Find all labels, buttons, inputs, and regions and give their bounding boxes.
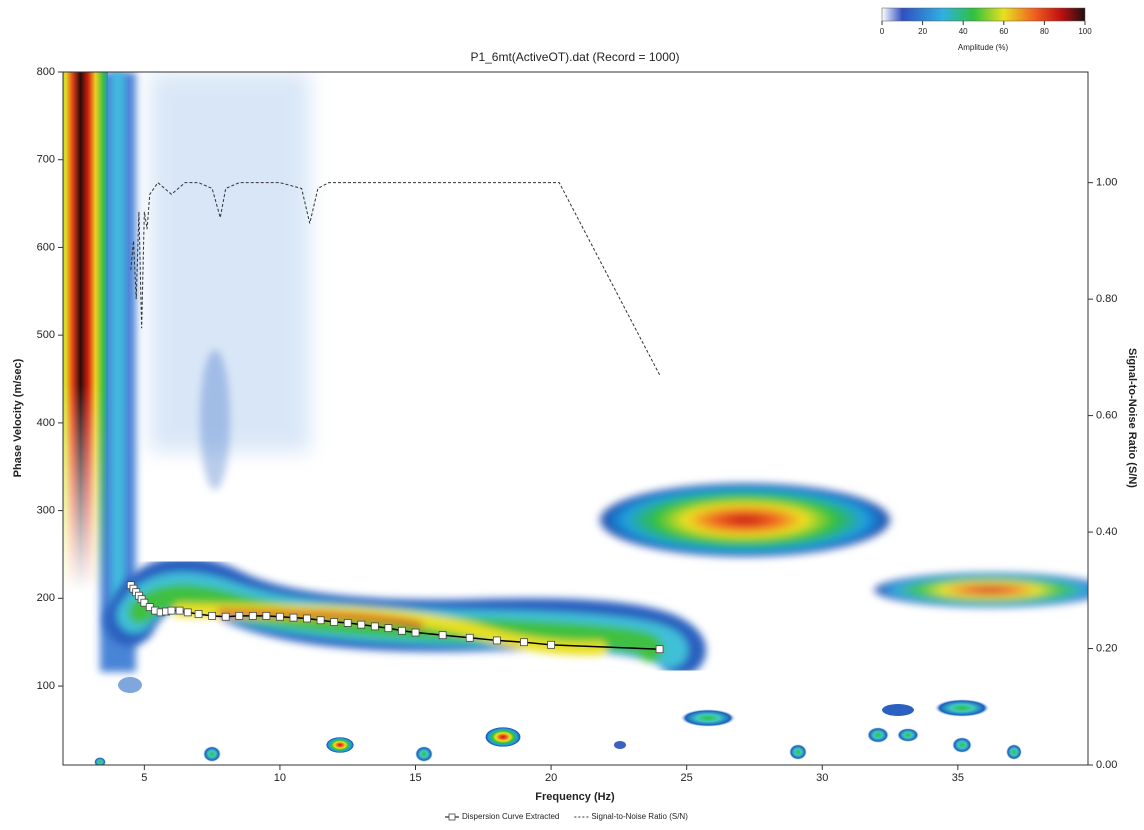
colorbar-tick-label: 40 xyxy=(959,27,968,36)
energy-spot xyxy=(1006,744,1022,760)
curve-point xyxy=(249,612,256,619)
y2-tick-label: 0.60 xyxy=(1096,409,1117,421)
legend-marker xyxy=(449,814,455,820)
y-tick-label: 500 xyxy=(37,329,55,341)
curve-point xyxy=(358,621,365,628)
y2-tick-label: 0.40 xyxy=(1096,526,1117,538)
curve-point xyxy=(439,632,446,639)
page: {"chart_data": { "type": "dispersion", "… xyxy=(0,0,1144,830)
energy-streak xyxy=(200,350,230,490)
y2-tick-label: 0.80 xyxy=(1096,293,1117,305)
curve-point xyxy=(168,607,175,614)
energy-spot xyxy=(326,737,354,753)
y2-axis-label: Signal-to-Noise Ratio (S/N) xyxy=(1126,348,1138,488)
curve-point xyxy=(331,619,338,626)
y2-tick-label: 0.20 xyxy=(1096,642,1117,654)
y-tick-label: 700 xyxy=(37,154,55,166)
y-tick-label: 800 xyxy=(37,66,55,78)
curve-point xyxy=(317,617,324,624)
curve-point xyxy=(236,612,243,619)
x-axis-label: Frequency (Hz) xyxy=(535,791,615,803)
colorbar xyxy=(882,8,1085,21)
energy-band xyxy=(58,72,108,592)
curve-point xyxy=(344,619,351,626)
curve-point xyxy=(195,611,202,618)
curve-point xyxy=(466,634,473,641)
energy-spot xyxy=(934,699,990,717)
energy-spot xyxy=(680,709,736,727)
x-tick-label: 30 xyxy=(816,772,828,784)
y-tick-label: 600 xyxy=(37,241,55,253)
curve-point xyxy=(222,613,229,620)
curve-point xyxy=(520,639,527,646)
energy-spot xyxy=(882,704,914,716)
energy-spot xyxy=(485,727,521,747)
chart-title: P1_6mt(ActiveOT).dat (Record = 1000) xyxy=(470,50,679,64)
y-tick-label: 200 xyxy=(37,592,55,604)
curve-point xyxy=(276,613,283,620)
energy-streak xyxy=(150,72,310,452)
x-tick-label: 25 xyxy=(681,772,693,784)
curve-point xyxy=(184,609,191,616)
x-tick-label: 5 xyxy=(141,772,147,784)
energy-spot xyxy=(952,737,972,753)
curve-point xyxy=(304,615,311,622)
energy-spot xyxy=(118,677,142,693)
energy-spot xyxy=(897,728,919,742)
y2-tick-label: 1.00 xyxy=(1096,177,1117,189)
x-tick-label: 35 xyxy=(952,772,964,784)
x-tick-label: 20 xyxy=(545,772,557,784)
curve-point xyxy=(656,646,663,653)
legend-label: Signal-to-Noise Ratio (S/N) xyxy=(591,812,688,821)
curve-point xyxy=(548,641,555,648)
dispersion-image xyxy=(58,72,1110,767)
colorbar-tick-label: 20 xyxy=(918,27,927,36)
y-axis-label: Phase Velocity (m/sec) xyxy=(12,358,24,477)
y-tick-label: 100 xyxy=(37,680,55,692)
energy-spot xyxy=(867,727,889,743)
colorbar-tick-label: 100 xyxy=(1078,27,1092,36)
energy-spot xyxy=(614,741,626,749)
y-tick-label: 300 xyxy=(37,505,55,517)
colorbar-tick-label: 0 xyxy=(880,27,885,36)
curve-point xyxy=(263,612,270,619)
y-tick-label: 400 xyxy=(37,417,55,429)
curve-point xyxy=(385,625,392,632)
energy-spot xyxy=(789,744,807,760)
legend-label: Dispersion Curve Extracted xyxy=(462,812,559,821)
curve-point xyxy=(371,623,378,630)
curve-point xyxy=(493,637,500,644)
energy-band xyxy=(112,72,124,632)
curve-point xyxy=(176,607,183,614)
energy-spot xyxy=(203,746,221,762)
curve-point xyxy=(412,629,419,636)
chart: P1_6mt(ActiveOT).dat (Record = 1000) Fre… xyxy=(0,0,1144,830)
colorbar-tick-label: 80 xyxy=(1040,27,1049,36)
x-tick-label: 15 xyxy=(409,772,421,784)
x-tick-label: 10 xyxy=(274,772,286,784)
colorbar-tick-label: 60 xyxy=(999,27,1008,36)
curve-point xyxy=(398,627,405,634)
y2-tick-label: 0.00 xyxy=(1096,759,1117,771)
higher-mode xyxy=(595,482,895,558)
colorbar-label: Amplitude (%) xyxy=(958,43,1009,52)
curve-point xyxy=(209,612,216,619)
curve-point xyxy=(290,614,297,621)
energy-spot xyxy=(415,746,433,762)
higher-mode xyxy=(870,572,1110,608)
